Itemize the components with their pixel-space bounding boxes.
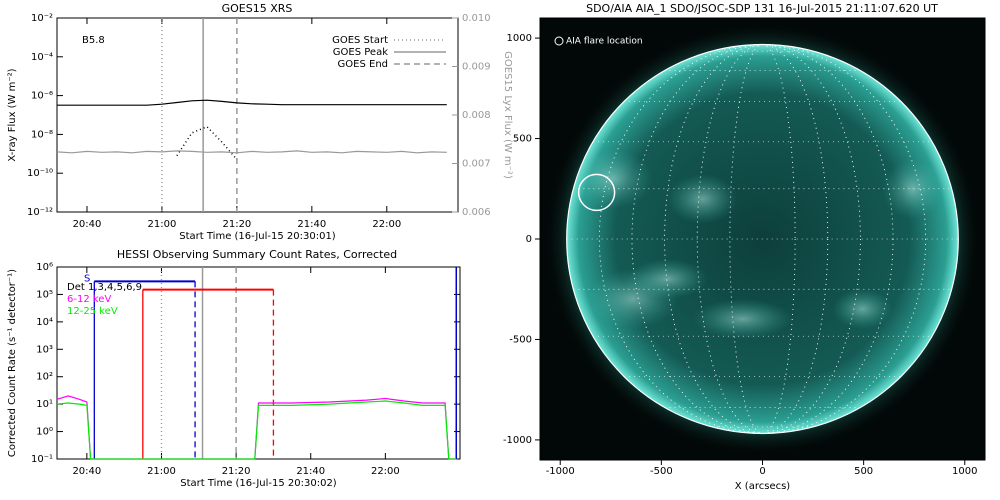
chart-title: GOES15 XRS xyxy=(222,2,293,15)
meridian xyxy=(598,44,927,434)
x-tick-label: 20:40 xyxy=(73,219,102,230)
limb xyxy=(566,43,959,435)
active-region xyxy=(572,149,653,209)
plot-frame xyxy=(56,17,459,213)
series-line xyxy=(56,400,457,460)
y-tick-label: 10⁰ xyxy=(36,427,53,438)
y-tick-label: -1000 xyxy=(503,435,532,446)
y-tick-label: -500 xyxy=(509,334,532,345)
x-tick-label: 20:40 xyxy=(72,466,101,477)
annotation: B5.8 xyxy=(82,35,105,46)
y-tick-label: 10⁻² xyxy=(31,13,53,24)
x-tick-label: -1000 xyxy=(546,466,575,477)
chart-title: HESSI Observing Summary Count Rates, Cor… xyxy=(117,248,397,261)
x-axis-label: X (arcsecs) xyxy=(735,481,791,492)
series-line xyxy=(57,99,447,106)
image xyxy=(540,18,985,460)
x-tick-label: 21:20 xyxy=(222,219,251,230)
legend-label: 6-12 keV xyxy=(67,294,111,305)
x-tick-label: 1000 xyxy=(952,466,977,477)
x-tick-label: -500 xyxy=(650,466,673,477)
y-tick-label: 10⁻¹² xyxy=(27,207,53,218)
x-tick-label: 500 xyxy=(854,466,873,477)
x-tick-label: 21:40 xyxy=(296,466,325,477)
y-tick-label: 10⁵ xyxy=(36,289,53,300)
annotation: AIA flare location xyxy=(566,37,643,47)
y-tick-label: 1000 xyxy=(507,33,532,44)
y2-axis-label: GOES15 Lyx Flux (W m⁻²) xyxy=(502,51,513,179)
series-line xyxy=(56,150,447,154)
active-region xyxy=(832,289,893,329)
y-tick-label: 10⁻⁴ xyxy=(31,52,53,63)
x-tick-label: 0 xyxy=(759,466,765,477)
chart-title: SDO/AIA AIA_1 SDO/JSOC-SDP 131 16-Jul-20… xyxy=(586,2,938,15)
x-axis-label: Start Time (16-Jul-15 20:30:02) xyxy=(180,478,337,489)
x-tick-label: 22:00 xyxy=(371,466,400,477)
x-tick-label: 21:00 xyxy=(148,219,177,230)
flag-label: S xyxy=(84,273,90,284)
y-tick-label: 10¹ xyxy=(36,399,53,410)
plot-frame xyxy=(56,266,461,460)
y2-tick-label: 0.009 xyxy=(462,62,491,73)
active-region xyxy=(667,174,738,224)
y-tick-label: 10⁴ xyxy=(36,317,53,328)
series-line xyxy=(56,395,457,460)
x-tick-label: 21:40 xyxy=(297,219,326,230)
x-axis-label: Start Time (16-Jul-15 20:30:01) xyxy=(179,231,336,242)
active-region xyxy=(627,259,708,299)
legend-label: GOES Peak xyxy=(333,47,388,58)
legend-symbol xyxy=(554,36,564,46)
legend-label: 12-25 keV xyxy=(67,306,118,317)
legend-title: Det 1,3,4,5,6,9 xyxy=(67,282,142,293)
x-tick-label: 21:00 xyxy=(147,466,176,477)
active-region xyxy=(882,159,943,219)
y-tick-label: 500 xyxy=(513,134,532,145)
y-tick-label: 0 xyxy=(526,234,532,245)
x-tick-label: 22:00 xyxy=(372,219,401,230)
y2-tick-label: 0.007 xyxy=(462,159,491,170)
y-tick-label: 10³ xyxy=(36,344,53,355)
y-axis-label: Corrected Count Rate (s⁻¹ detector⁻¹) xyxy=(7,269,18,457)
y-tick-label: 10⁻⁶ xyxy=(31,91,53,102)
y-tick-label: 10⁶ xyxy=(36,262,53,273)
y-axis-label: X-ray Flux (W m⁻²) xyxy=(7,68,18,161)
legend-label: GOES End xyxy=(338,59,388,70)
y-tick-label: 10⁻¹ xyxy=(31,454,53,465)
series-line xyxy=(176,125,238,161)
y-tick-label: 10⁻⁸ xyxy=(31,129,53,140)
meridian xyxy=(631,44,894,434)
y2-tick-label: 0.008 xyxy=(462,110,491,121)
y-tick-label: 10⁻¹⁰ xyxy=(27,168,53,179)
y2-tick-label: 0.006 xyxy=(462,207,491,218)
y-tick-label: 10² xyxy=(36,372,53,383)
legend-label: GOES Start xyxy=(332,35,388,46)
active-region xyxy=(692,299,793,339)
x-tick-label: 21:20 xyxy=(222,466,251,477)
flare-location xyxy=(577,173,616,212)
y2-tick-label: 0.010 xyxy=(462,13,491,24)
